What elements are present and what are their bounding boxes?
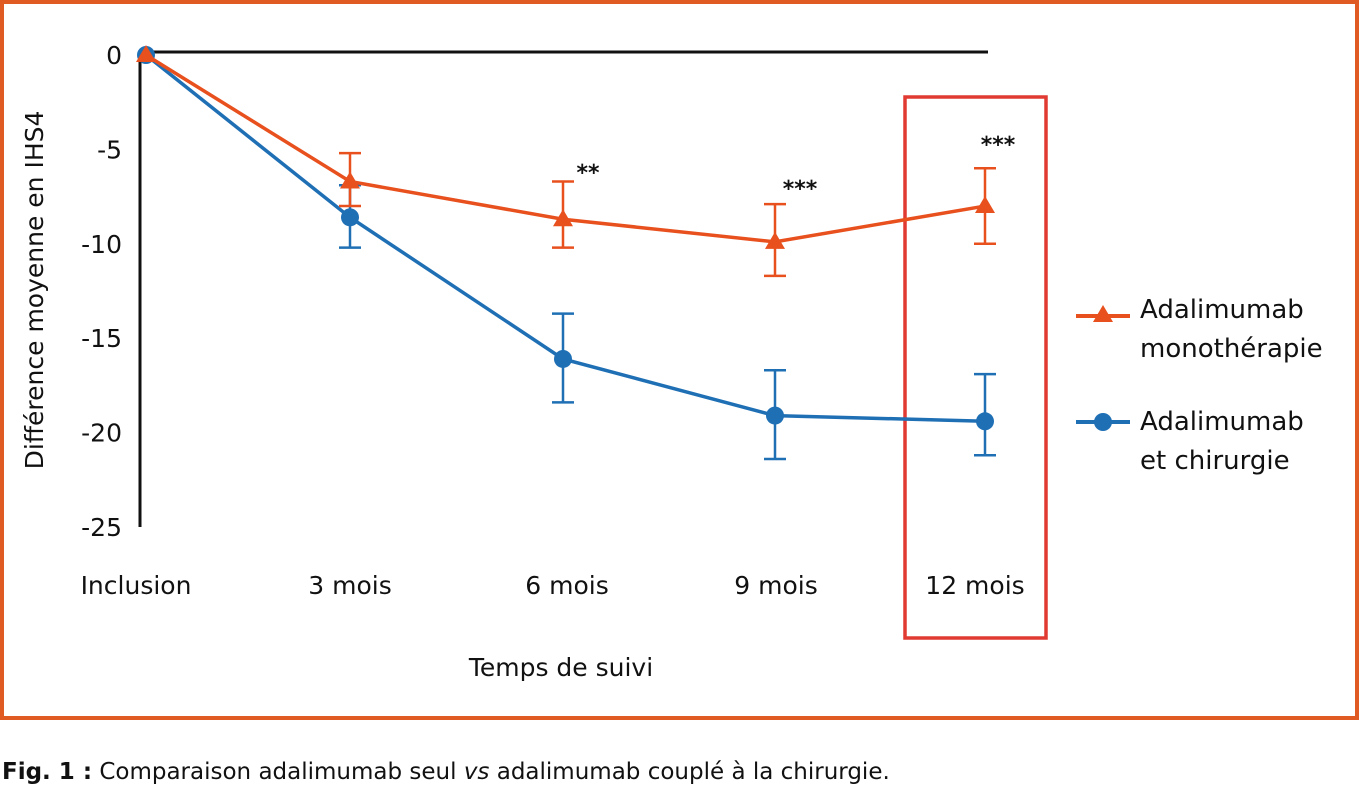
data-point [554,349,572,368]
legend: Adalimumab monothérapie Adalimumab et ch… [1076,295,1323,476]
significance-marker: *** [783,177,818,202]
x-axis-label: Temps de suivi [468,653,653,682]
data-point [765,231,785,249]
legend-label-line2: monothérapie [1140,334,1323,364]
data-point [340,171,360,189]
x-tick-label: Inclusion [81,571,192,600]
y-tick-label: -5 [97,135,122,164]
caption-text-after: adalimumab couplé à la chirurgie. [489,759,890,785]
legend-label-line1: Adalimumab [1140,295,1304,325]
significance-marker: ** [576,161,600,186]
x-tick-label: 12 mois [925,571,1024,600]
y-tick-label: -25 [81,513,122,542]
legend-item-chirurgie: Adalimumab et chirurgie [1076,407,1304,476]
x-tick-label: 6 mois [525,571,608,600]
series-monotherapie [136,45,996,278]
significance-marker: *** [981,133,1016,158]
significance-annotations: ******** [576,133,1015,202]
legend-item-monotherapie: Adalimumab monothérapie [1076,295,1323,364]
data-point [553,209,573,227]
y-tick-labels: 0 -5 -10 -15 -20 -25 [81,41,122,542]
y-tick-label: -20 [81,419,122,448]
legend-label-line2: et chirurgie [1140,446,1290,476]
y-tick-label: 0 [106,41,122,70]
data-point [766,406,784,425]
y-tick-label: -15 [81,324,122,353]
legend-circle-marker [1094,413,1112,431]
figure-frame [0,0,1359,720]
data-point [975,196,995,214]
legend-label-line1: Adalimumab [1140,407,1304,437]
x-tick-label: 3 mois [308,571,391,600]
legend-triangle-marker [1093,305,1113,322]
data-point [341,208,359,227]
caption-emphasis: vs [463,759,490,785]
data-point [976,412,994,431]
x-tick-label: 9 mois [734,571,817,600]
series-layer [136,45,996,461]
y-axis-label: Différence moyenne en IHS4 [20,111,49,470]
caption-text-before: Comparaison adalimumab seul [92,759,464,785]
caption-label: Fig. 1 : [2,759,93,785]
x-tick-labels: Inclusion 3 mois 6 mois 9 mois 12 mois [81,571,1025,600]
y-tick-label: -10 [81,230,122,259]
chart: 0 -5 -10 -15 -20 -25 Inclusion 3 mois 6 mois 9 m… [0,0,1359,720]
highlight-box-12-mois [903,95,1048,640]
figure-caption: Fig. 1 : Comparaison adalimumab seul vs … [2,759,890,785]
data-point [136,45,156,62]
series-chirurgie [137,46,996,461]
